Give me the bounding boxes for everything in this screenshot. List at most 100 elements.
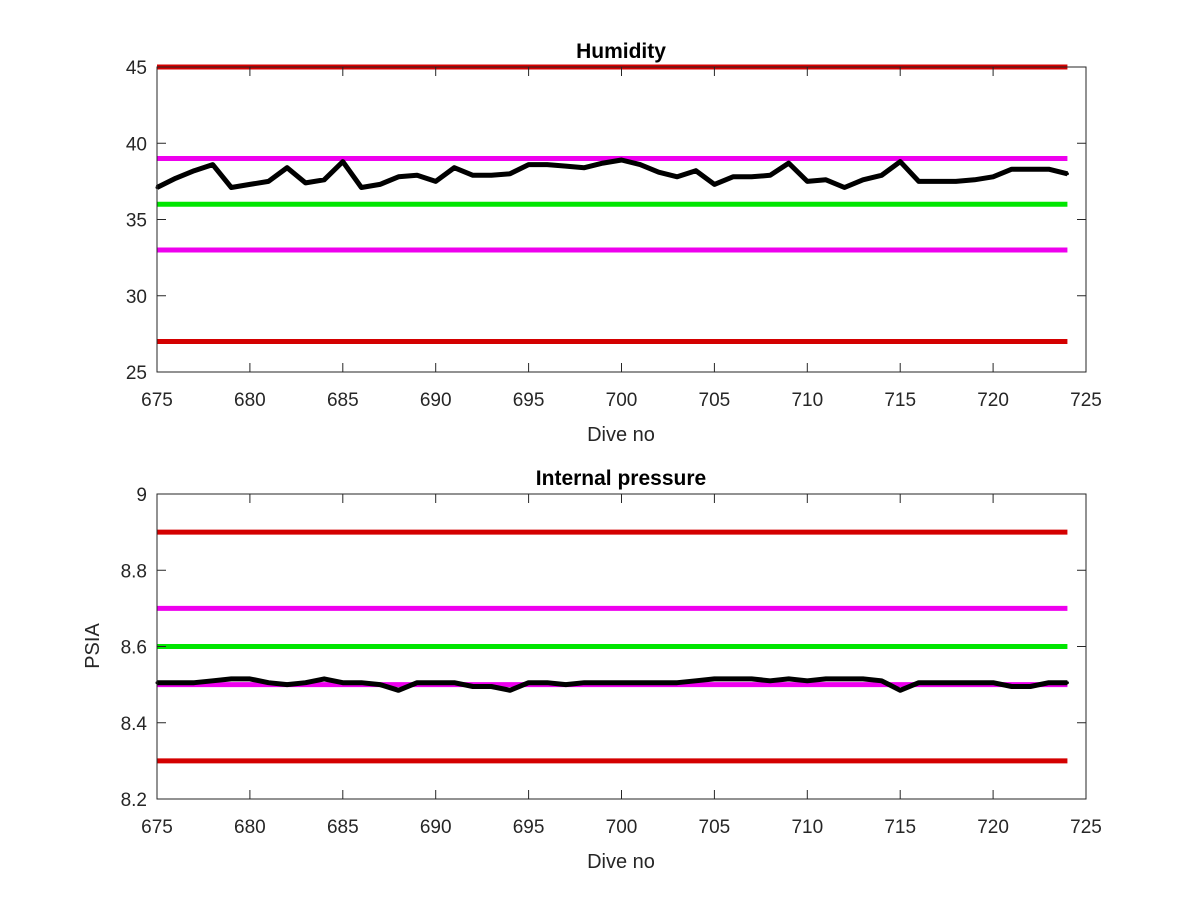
pressure-data-point — [564, 683, 568, 687]
humidity-data-point — [843, 186, 846, 189]
humidity-y-tick-label: 30 — [126, 287, 147, 308]
humidity-data-point — [880, 173, 884, 177]
humidity-data-point — [861, 178, 865, 182]
humidity-data-point — [657, 170, 661, 174]
humidity-data-point — [1010, 167, 1014, 171]
pressure-data-point — [285, 683, 289, 687]
humidity-series-line — [155, 157, 1069, 190]
humidity-data-point — [489, 173, 493, 177]
pressure-data-point — [174, 681, 178, 685]
pressure-y-tick-label: 8.8 — [121, 561, 147, 582]
pressure-x-tick-label: 710 — [791, 817, 823, 838]
pressure-x-tick-label: 720 — [977, 817, 1009, 838]
humidity-data-point — [192, 169, 196, 173]
pressure-x-tick-label: 695 — [513, 817, 545, 838]
humidity-data-point — [731, 175, 735, 179]
humidity-x-tick-label: 725 — [1070, 390, 1102, 411]
humidity-data-point — [750, 175, 754, 179]
humidity-data-point — [527, 163, 531, 167]
pressure-data-point — [861, 677, 865, 681]
humidity-x-axis-label: Dive no — [587, 424, 655, 446]
pressure-data-point — [489, 685, 493, 688]
humidity-data-point — [322, 178, 326, 182]
pressure-y-axis-label: PSIA — [82, 623, 104, 669]
humidity-data-point — [471, 173, 475, 177]
humidity-data-point — [564, 164, 568, 168]
pressure-data-point — [675, 681, 679, 685]
humidity-x-tick-label: 720 — [977, 390, 1009, 411]
humidity-data-point — [787, 161, 791, 165]
pressure-data-point — [434, 681, 438, 685]
humidity-data-point — [935, 179, 939, 183]
pressure-data-point — [917, 681, 921, 685]
pressure-x-ticks: 675 680 685 690 695 700 705 710 715 720 725 — [141, 494, 1102, 838]
pressure-x-tick-label: 715 — [884, 817, 916, 838]
pressure-data-point — [211, 679, 215, 683]
pressure-data-point — [378, 683, 382, 687]
pressure-data-point — [880, 679, 884, 683]
humidity-data-point — [1065, 172, 1069, 176]
humidity-chart: 675 680 685 690 695 700 705 710 715 720 725 25 30 35… — [126, 40, 1102, 446]
humidity-x-tick-label: 690 — [420, 390, 452, 411]
pressure-data-point — [1065, 681, 1069, 685]
pressure-x-tick-label: 700 — [606, 817, 638, 838]
pressure-data-point — [898, 688, 902, 692]
pressure-y-tick-label: 8.4 — [121, 714, 148, 735]
humidity-data-point — [378, 182, 382, 186]
humidity-data-point — [545, 163, 549, 167]
pressure-chart: 675 680 685 690 695 700 705 710 715 720 725 8.2 8.4… — [82, 467, 1102, 873]
pressure-data-point — [397, 688, 400, 692]
humidity-x-tick-label: 680 — [234, 390, 266, 411]
pressure-data-point — [1010, 685, 1014, 688]
pressure-data-point — [304, 681, 308, 685]
pressure-y-tick-label: 8.2 — [121, 790, 147, 811]
pressure-data-point — [229, 677, 233, 681]
humidity-y-tick-label: 35 — [126, 211, 147, 232]
pressure-data-point — [601, 681, 605, 685]
humidity-data-point — [434, 179, 438, 183]
humidity-data-point — [452, 166, 456, 170]
pressure-data-point — [267, 681, 270, 685]
pressure-data-point — [192, 681, 196, 685]
humidity-x-tick-label: 715 — [884, 390, 916, 411]
humidity-data-point — [508, 172, 512, 176]
pressure-data-point — [991, 681, 995, 685]
pressure-data-point — [750, 677, 754, 681]
humidity-data-point — [397, 175, 400, 179]
humidity-y-ticks: 25 30 35 40 45 — [126, 58, 1086, 384]
pressure-data-point — [731, 677, 735, 681]
pressure-data-point — [973, 681, 976, 685]
pressure-data-point — [471, 685, 475, 688]
humidity-data-point — [768, 173, 772, 177]
pressure-data-point — [359, 681, 363, 685]
pressure-data-point — [452, 681, 456, 685]
pressure-data-point — [248, 677, 252, 681]
humidity-series — [155, 157, 1069, 190]
pressure-y-ticks: 8.2 8.4 8.6 8.8 9 — [121, 485, 1086, 811]
pressure-data-point — [322, 677, 326, 681]
humidity-data-point — [174, 176, 178, 180]
humidity-x-ticks: 675 680 685 690 695 700 705 710 715 720 725 — [141, 67, 1102, 411]
humidity-data-point — [415, 173, 419, 177]
pressure-data-point — [694, 679, 698, 683]
humidity-data-point — [675, 175, 679, 179]
humidity-data-point — [805, 179, 809, 183]
pressure-series — [155, 676, 1069, 693]
humidity-y-tick-label: 45 — [126, 58, 147, 79]
pressure-data-point — [341, 681, 345, 685]
humidity-data-point — [694, 169, 698, 173]
pressure-data-point — [1047, 681, 1051, 685]
humidity-x-tick-label: 695 — [513, 390, 545, 411]
pressure-data-point — [415, 681, 419, 685]
humidity-data-point — [917, 179, 921, 183]
humidity-x-tick-label: 700 — [606, 390, 638, 411]
pressure-data-point — [824, 677, 828, 681]
humidity-data-point — [601, 161, 605, 165]
pressure-data-point — [545, 681, 549, 685]
pressure-x-axis-label: Dive no — [587, 851, 655, 873]
humidity-data-point — [359, 186, 363, 189]
humidity-x-tick-label: 685 — [327, 390, 359, 411]
pressure-data-point — [843, 677, 846, 681]
humidity-y-tick-label: 40 — [126, 134, 147, 155]
